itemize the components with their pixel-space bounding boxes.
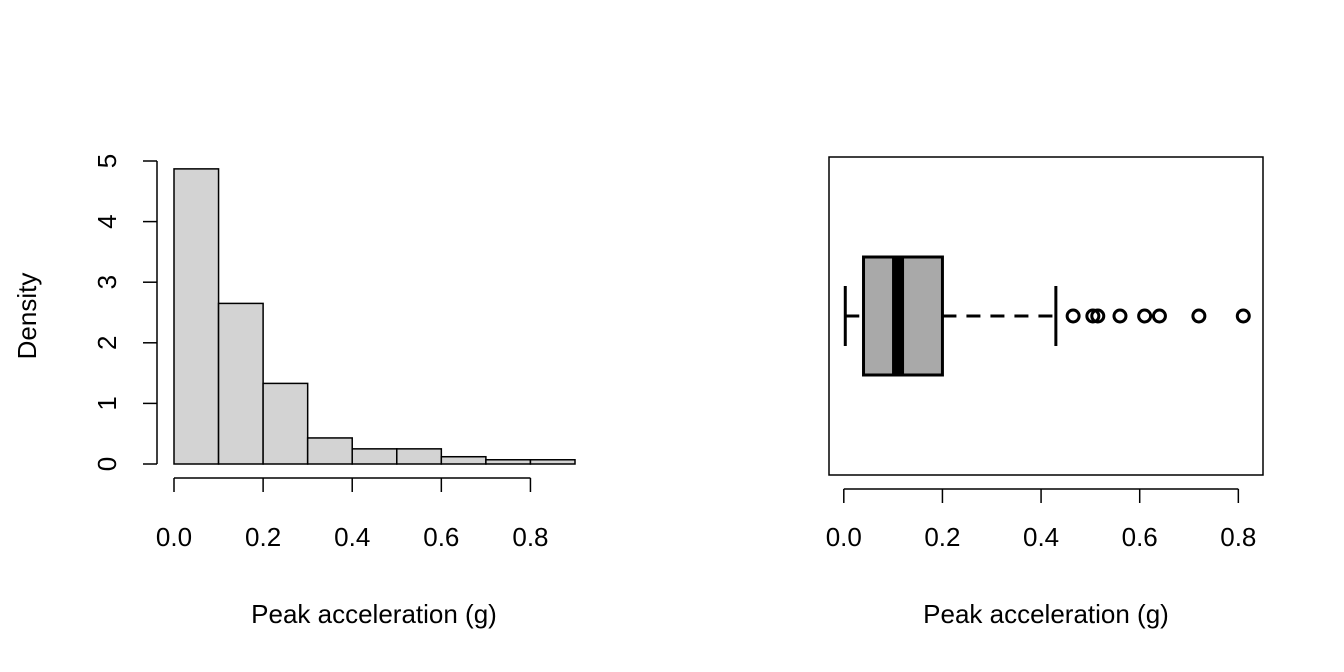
boxplot-outlier xyxy=(1191,308,1207,324)
boxplot-outlier xyxy=(1085,308,1101,324)
histogram-x-tick-label: 0.8 xyxy=(512,522,548,552)
histogram-y-tick-label: 0 xyxy=(92,457,122,471)
boxplot-x-tick-label: 0.6 xyxy=(1122,522,1158,552)
histogram-bar xyxy=(217,302,264,465)
histogram-panel: 0.0 0.2 0.4 0.6 0.8 0 1 2 3 4 5 Peak acceleration… xyxy=(12,154,576,629)
boxplot-x-tick-label: 0.8 xyxy=(1220,522,1256,552)
boxplot-outlier xyxy=(1151,308,1167,324)
histogram-bar xyxy=(173,168,220,465)
histogram-bars xyxy=(173,168,576,465)
histogram-y-tick-label: 5 xyxy=(92,154,122,168)
boxplot-x-tick-label: 0.2 xyxy=(924,522,960,552)
boxplot-frame xyxy=(828,156,1264,476)
boxplot-outlier xyxy=(1112,308,1128,324)
histogram-y-tick-label: 1 xyxy=(92,396,122,410)
histogram-x-tick-label: 0.4 xyxy=(334,522,370,552)
boxplot-outlier xyxy=(1137,308,1153,324)
boxplot-panel: 0.0 0.2 0.4 0.6 0.8 Peak acceleration (g) xyxy=(826,156,1264,629)
boxplot-elements xyxy=(843,255,1251,377)
histogram-bar xyxy=(262,382,309,465)
histogram-y-axis-label: Density xyxy=(12,273,42,360)
histogram-y-axis: 0 1 2 3 4 5 xyxy=(92,154,158,471)
boxplot-outlier xyxy=(1235,308,1251,324)
histogram-x-axis: 0.0 0.2 0.4 0.6 0.8 xyxy=(156,477,549,552)
histogram-x-tick-label: 0.6 xyxy=(423,522,459,552)
histogram-x-axis-label: Peak acceleration (g) xyxy=(251,599,497,629)
boxplot-outlier xyxy=(1065,308,1081,324)
histogram-bar xyxy=(440,455,487,465)
boxplot-x-axis: 0.0 0.2 0.4 0.6 0.8 xyxy=(826,488,1256,552)
histogram-y-tick-label: 3 xyxy=(92,275,122,289)
histogram-bar xyxy=(485,459,532,465)
histogram-bar xyxy=(306,437,353,465)
histogram-x-tick-label: 0.2 xyxy=(245,522,281,552)
boxplot-x-tick-label: 0.4 xyxy=(1023,522,1059,552)
boxplot-x-tick-label: 0.0 xyxy=(826,522,862,552)
histogram-y-tick-label: 2 xyxy=(92,336,122,350)
histogram-x-tick-label: 0.0 xyxy=(156,522,192,552)
histogram-bar xyxy=(529,459,576,465)
boxplot-x-axis-label: Peak acceleration (g) xyxy=(923,599,1169,629)
histogram-bar xyxy=(396,448,443,465)
histogram-y-tick-label: 4 xyxy=(92,214,122,228)
histogram-bar xyxy=(351,448,398,465)
boxplot-outlier xyxy=(1090,308,1106,324)
